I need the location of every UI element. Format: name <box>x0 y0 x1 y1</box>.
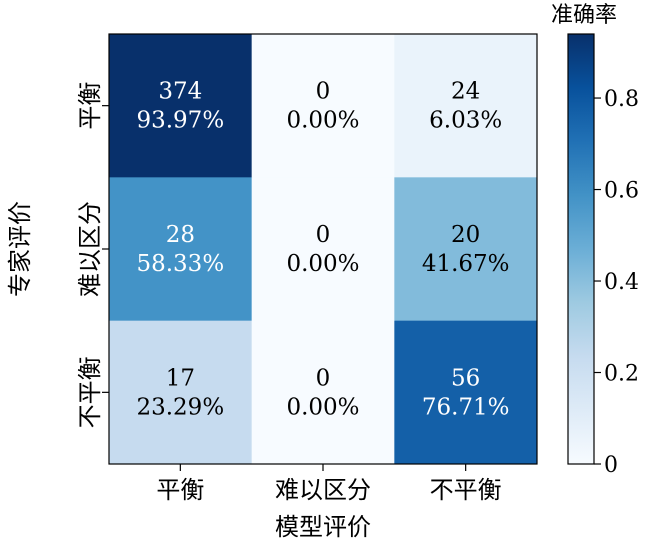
colorbar-tick-label: 0.2 <box>604 362 639 387</box>
cell-count-r1-c1: 0 <box>316 222 331 248</box>
cell-percent-r1-c0: 58.33% <box>136 251 224 277</box>
x-tick-label: 平衡 <box>156 476 204 504</box>
cell-percent-r2-c1: 0.00% <box>286 394 359 420</box>
x-tick-label: 难以区分 <box>275 476 371 504</box>
y-tick-label: 不平衡 <box>76 356 104 428</box>
colorbar-title: 准确率 <box>551 3 617 28</box>
colorbar-tick-label: 0.6 <box>604 179 639 204</box>
cell-percent-r0-c2: 6.03% <box>429 108 502 134</box>
cell-percent-r0-c0: 93.97% <box>136 108 224 134</box>
cell-percent-r2-c2: 76.71% <box>422 394 510 420</box>
colorbar-tick-label: 0.8 <box>604 87 639 112</box>
heatmap-cells <box>109 34 538 465</box>
cell-percent-r2-c0: 23.29% <box>136 394 224 420</box>
colorbar-tick-label: 0 <box>604 453 618 478</box>
heatmap-cell-r2-c1 <box>251 320 395 465</box>
colorbar-tick-label: 0.4 <box>604 270 639 295</box>
y-tick-label: 平衡 <box>76 82 104 130</box>
colorbar-ticks: 0 0.2 0.4 0.6 0.8 <box>594 87 639 478</box>
cell-percent-r1-c1: 0.00% <box>286 251 359 277</box>
cell-count-r2-c0: 17 <box>166 365 195 391</box>
y-axis-label: 专家评价 <box>6 201 34 297</box>
cell-count-r1-c0: 28 <box>166 222 195 248</box>
cell-count-r2-c1: 0 <box>316 365 331 391</box>
y-tick-label: 难以区分 <box>76 201 104 297</box>
heatmap-cell-r0-c1 <box>251 34 395 178</box>
cell-count-r0-c1: 0 <box>316 79 331 105</box>
heatmap-cell-r1-c1 <box>251 177 395 322</box>
heatmap-cell-r0-c0 <box>109 34 253 178</box>
cell-count-r0-c2: 24 <box>451 79 480 105</box>
x-tick-label: 不平衡 <box>430 476 502 504</box>
heatmap-cell-r0-c2 <box>394 34 538 178</box>
heatmap-cell-r2-c0 <box>109 320 253 465</box>
cell-percent-r0-c1: 0.00% <box>286 108 359 134</box>
cell-count-r1-c2: 20 <box>451 222 480 248</box>
cell-count-r0-c0: 374 <box>158 79 202 105</box>
x-axis-ticks: 平衡 难以区分 不平衡 <box>156 464 502 504</box>
cell-count-r2-c2: 56 <box>451 365 480 391</box>
cell-percent-r1-c2: 41.67% <box>422 251 510 277</box>
heatmap-cell-r1-c2 <box>394 177 538 322</box>
heatmap-cell-r1-c0 <box>109 177 253 322</box>
colorbar <box>567 33 595 465</box>
x-axis-label: 模型评价 <box>275 513 371 541</box>
heatmap-cell-labels: 374 93.97% 0 0.00% 24 6.03% 28 58.33% 0 0.00% 20 41… <box>136 79 509 421</box>
heatmap-cell-r2-c2 <box>394 320 538 465</box>
